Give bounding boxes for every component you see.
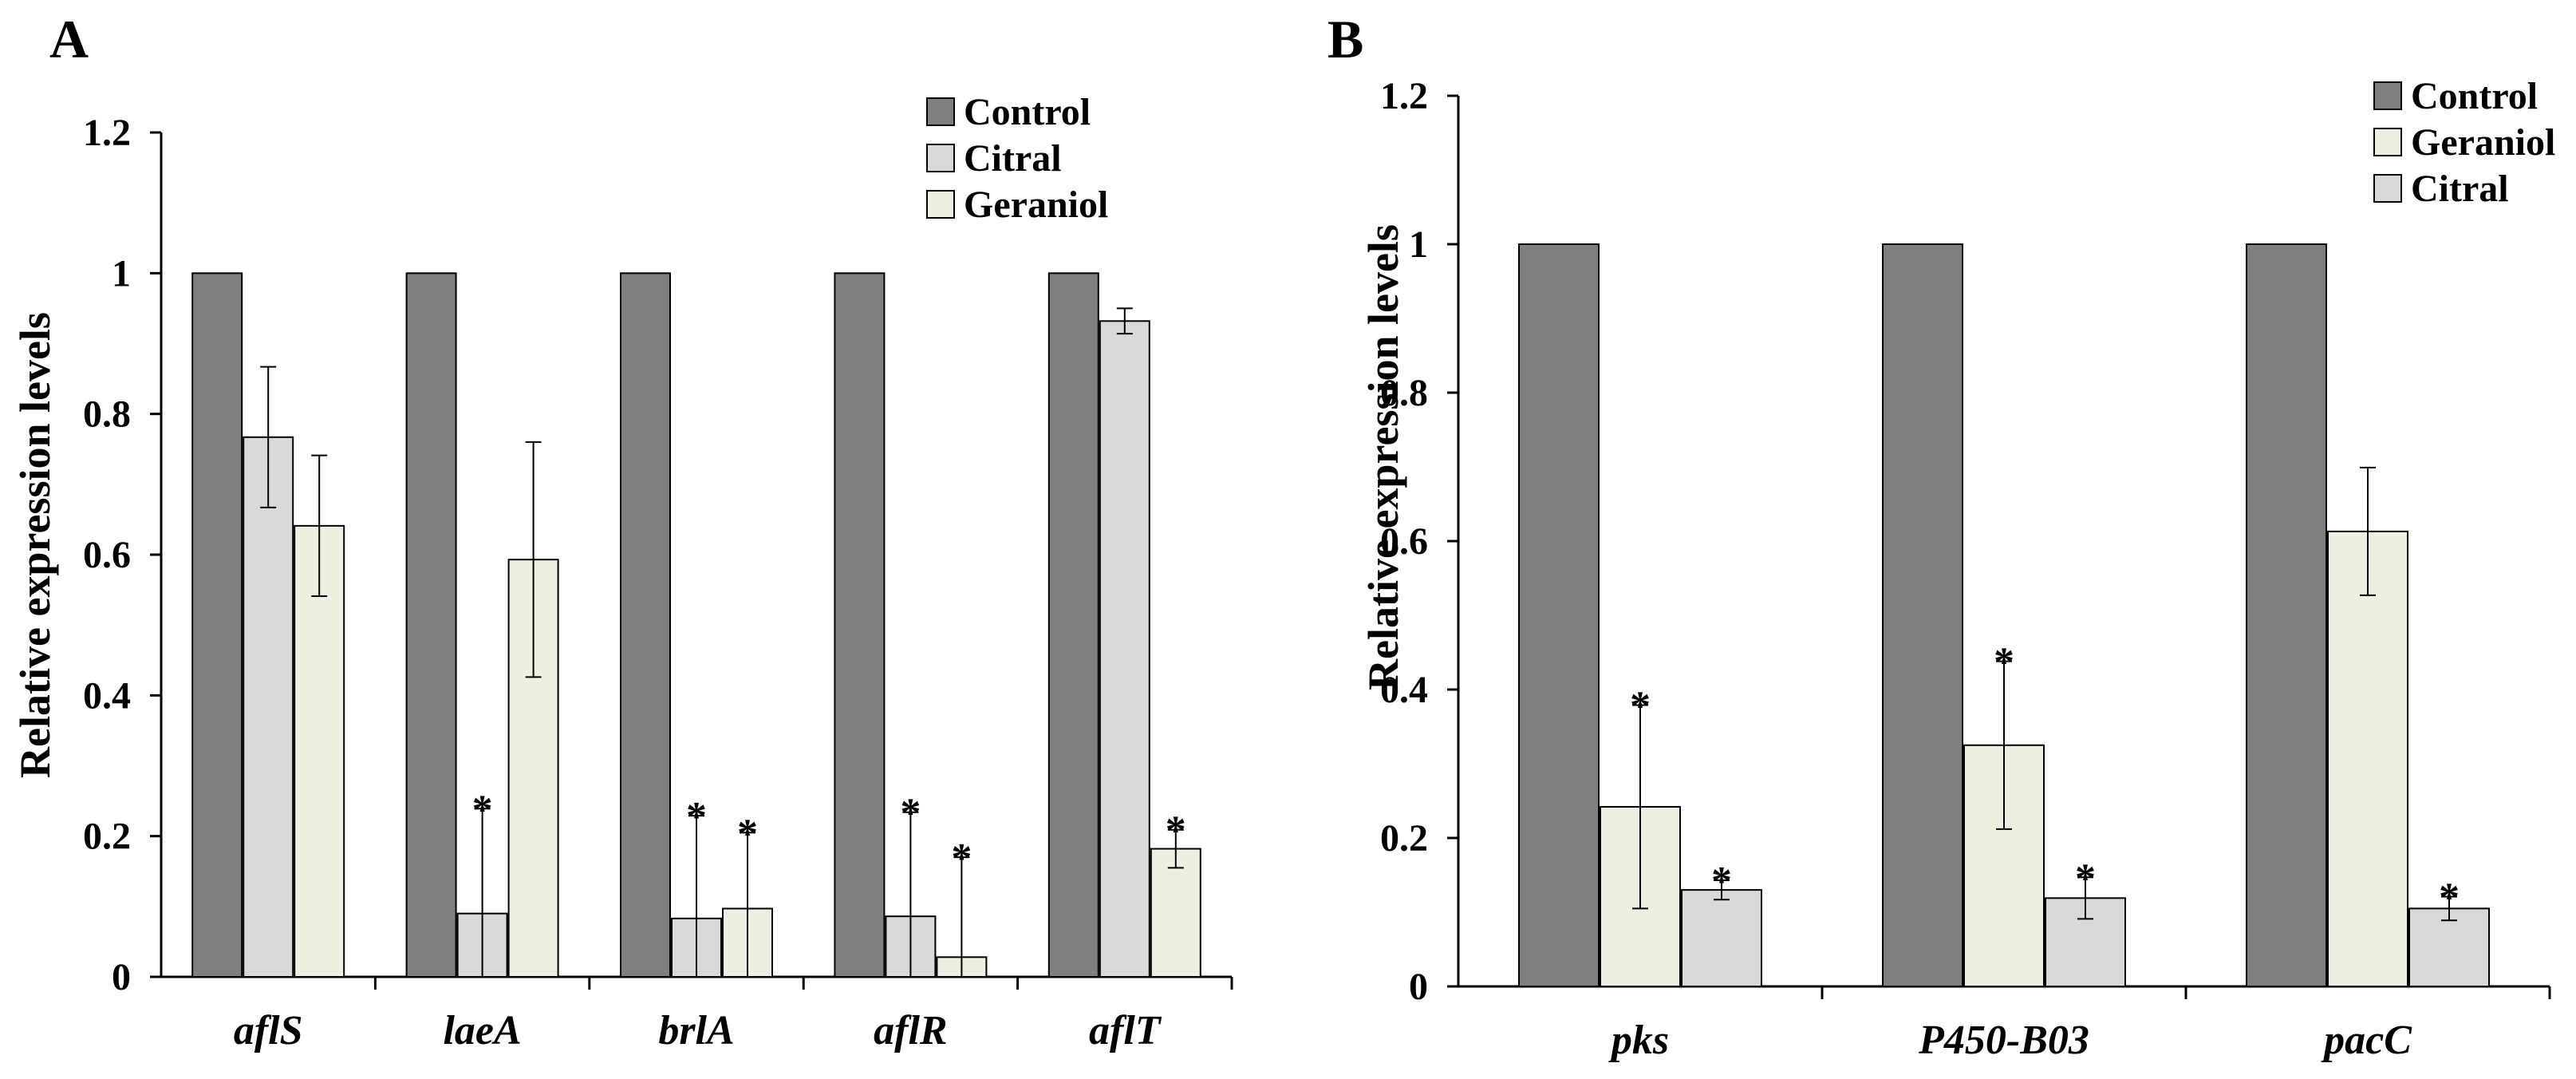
p2-y-tick-label-2: 0.4 <box>1380 669 1428 711</box>
p2-legend-label-geraniol: Geraniol <box>2411 121 2555 164</box>
p1-y-tick-label-5: 1 <box>112 252 131 294</box>
p2-y-tick-label-3: 0.6 <box>1380 520 1428 563</box>
p1-y-tick-label-1: 0.2 <box>83 816 131 858</box>
p2-bar-control-0 <box>1518 243 1600 987</box>
p1-legend-swatch-control <box>926 97 955 126</box>
p1-category-label-4: aflT <box>1089 1008 1162 1053</box>
p1-category-label-2: brlA <box>658 1008 734 1053</box>
p1-significance-star-geraniol-2: * <box>737 811 758 856</box>
p1-bar-citral-4 <box>1099 320 1150 978</box>
p1-significance-star-citral-2: * <box>686 794 707 840</box>
p1-y-tick-label-2: 0.4 <box>83 674 131 717</box>
p1-significance-star-citral-1: * <box>472 787 493 832</box>
p2-legend-swatch-citral <box>2373 174 2402 203</box>
p1-bar-geraniol-4 <box>1150 848 1201 978</box>
y-axis-title-a: Relative expression levels <box>11 312 59 778</box>
bars-b: * * * * * <box>1518 243 2490 987</box>
p1-category-label-3: aflR <box>874 1008 947 1053</box>
p2-bar-geraniol-2 <box>2327 530 2408 987</box>
p2-y-tick-label-4: 0.8 <box>1380 372 1428 414</box>
p2-y-tick-label-0: 0 <box>1409 966 1428 1008</box>
p1-bar-control-1 <box>405 272 457 978</box>
p2-legend-label-control: Control <box>2411 75 2538 117</box>
p2-significance-star-citral-2: * <box>2439 875 2460 920</box>
p2-y-tick-label-1: 0.2 <box>1380 817 1428 860</box>
p1-y-tick-label-6: 1.2 <box>83 112 131 154</box>
y-axis-title-b: Relative expression levels <box>1359 224 1407 690</box>
p1-y-tick-label-3: 0.6 <box>83 534 131 576</box>
p1-category-label-1: laeA <box>443 1008 521 1053</box>
panel-a: A Relative expression levels 00.20.40.60… <box>11 9 1233 1053</box>
axes-a: 0 0.2 0.4 0.6 0.8 1 1.2 aflS laeA brlA aflR aflT <box>83 112 1233 1053</box>
panel-letter-b: B <box>1327 9 1363 69</box>
p2-legend-swatch-geraniol <box>2373 128 2402 156</box>
p2-bar-citral-2 <box>2408 907 2490 987</box>
p1-bar-control-3 <box>834 272 886 978</box>
p1-legend-label-geraniol: Geraniol <box>964 184 1108 226</box>
p2-significance-star-citral-0: * <box>1711 859 1732 904</box>
p1-legend-swatch-citral <box>926 144 955 172</box>
p1-significance-star-geraniol-3: * <box>951 836 972 881</box>
p2-bar-control-1 <box>1882 243 1963 987</box>
p1-bar-control-2 <box>620 272 671 978</box>
p2-significance-star-citral-1: * <box>2075 856 2096 901</box>
p1-bar-geraniol-0 <box>294 524 345 978</box>
p2-category-label-2: pacC <box>2321 1018 2412 1063</box>
axes-b: 0 0.2 0.4 0.6 0.8 1 1.2 pks P450-B03 pacC <box>1380 75 2551 1063</box>
p1-legend-label-citral: Citral <box>964 137 1062 180</box>
p2-category-label-1: P450-B03 <box>1918 1018 2089 1063</box>
p2-y-tick-label-5: 1 <box>1409 223 1428 266</box>
p1-legend-label-control: Control <box>964 91 1091 133</box>
p2-significance-star-geraniol-0: * <box>1630 684 1651 729</box>
p2-significance-star-geraniol-1: * <box>1994 640 2014 686</box>
bars-a: * * * * * * <box>191 272 1201 978</box>
p2-y-tick-label-6: 1.2 <box>1380 75 1428 117</box>
panel-letter-a: A <box>49 9 89 69</box>
p1-y-tick-label-0: 0 <box>112 956 131 998</box>
p2-bar-citral-0 <box>1681 889 1762 987</box>
p1-y-tick-label-4: 0.8 <box>83 393 131 436</box>
p1-legend-swatch-geraniol <box>926 190 955 219</box>
p1-bar-control-0 <box>191 272 243 978</box>
p2-legend-label-citral: Citral <box>2411 168 2509 210</box>
p2-category-label-0: pks <box>1608 1018 1669 1063</box>
p2-legend-swatch-control <box>2373 81 2402 110</box>
p1-bar-control-4 <box>1047 272 1099 978</box>
p1-category-label-0: aflS <box>234 1008 303 1053</box>
p1-bar-citral-0 <box>243 436 294 978</box>
p2-bar-control-2 <box>2246 243 2327 987</box>
panel-b: B Relative expression levels 00.20.40.60… <box>1327 9 2555 1063</box>
p1-significance-star-citral-3: * <box>900 791 921 836</box>
p1-significance-star-geraniol-4: * <box>1166 808 1186 854</box>
